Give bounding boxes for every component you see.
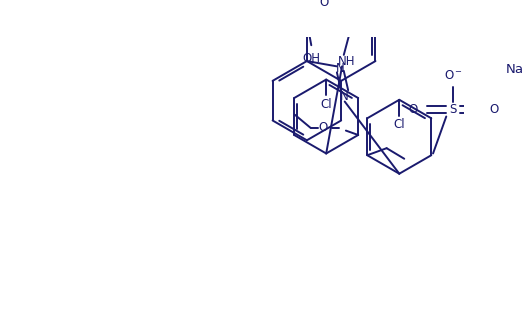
Text: O: O bbox=[320, 0, 329, 9]
Text: O: O bbox=[408, 103, 418, 116]
Text: O: O bbox=[489, 103, 499, 116]
Text: Cl: Cl bbox=[393, 118, 405, 131]
Text: OH: OH bbox=[302, 52, 320, 65]
Text: NH: NH bbox=[338, 55, 355, 68]
Text: Na$^+$: Na$^+$ bbox=[505, 62, 526, 77]
Text: O$^-$: O$^-$ bbox=[444, 69, 463, 82]
Text: N: N bbox=[336, 62, 345, 75]
Text: O: O bbox=[318, 122, 328, 134]
Text: Cl: Cl bbox=[320, 98, 332, 111]
Text: S: S bbox=[450, 103, 457, 116]
Text: N: N bbox=[340, 90, 349, 103]
